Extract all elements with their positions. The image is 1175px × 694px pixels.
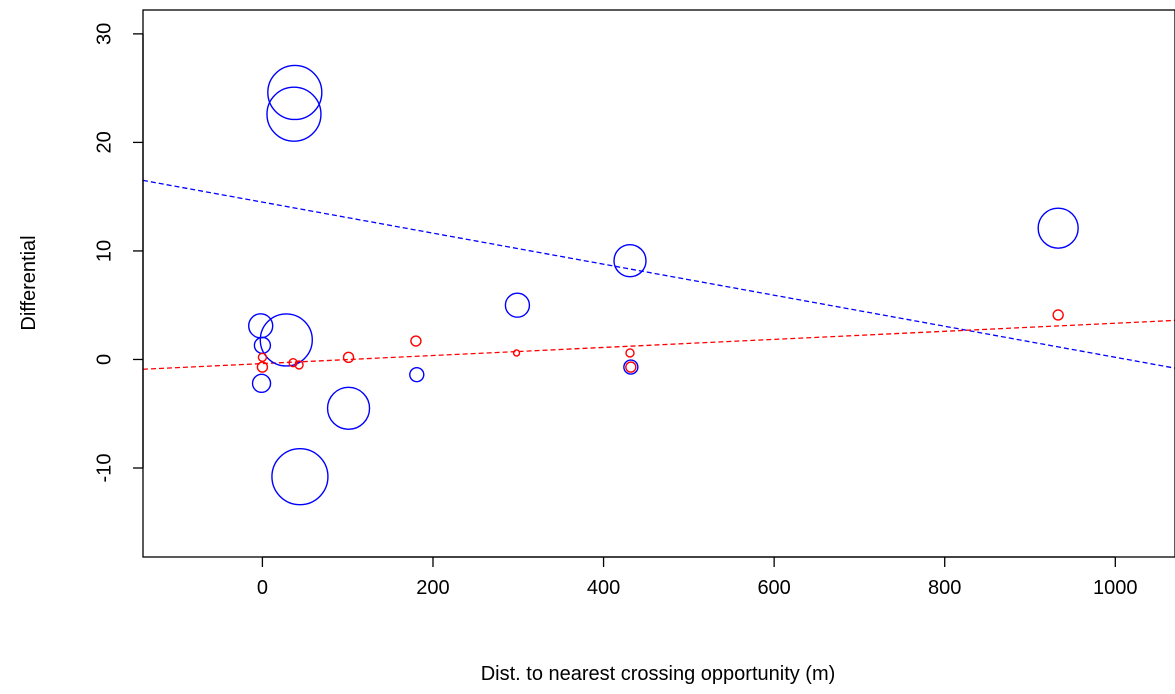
data-point-s2-5: [625, 348, 635, 358]
trendline-layer: [143, 179, 1175, 370]
data-point-s1-11: [409, 366, 425, 383]
data-point-s2-3: [342, 351, 355, 364]
x-tick-label: 0: [257, 577, 268, 599]
y-tick-label: -10: [93, 454, 115, 483]
data-point-s1-2: [266, 86, 322, 142]
data-point-s1-1: [267, 64, 323, 121]
data-point-s1-7: [259, 313, 313, 367]
data-point-s1-3: [1037, 207, 1079, 249]
y-tick-label: 0: [93, 354, 115, 365]
data-point-s2-7: [257, 352, 268, 363]
data-point-s2-10: [294, 360, 304, 370]
x-axis-label: Dist. to nearest crossing opportunity (m…: [481, 663, 836, 685]
data-point-s2-6: [625, 361, 637, 373]
data-point-s2-4: [512, 349, 521, 357]
data-point-s2-1: [1052, 309, 1064, 321]
x-tick-label: 1000: [1093, 577, 1138, 599]
y-tick-label: 10: [93, 240, 115, 262]
x-tick-label: 400: [587, 577, 620, 599]
y-tick-label: 30: [93, 23, 115, 45]
data-point-s2-2: [410, 335, 422, 347]
y-axis-label: Differential: [18, 235, 40, 330]
data-point-s1-12: [623, 359, 639, 375]
data-point-s1-13: [271, 447, 329, 506]
trendline-2: [143, 319, 1175, 370]
data-point-s1-10: [326, 386, 371, 431]
data-point-s1-4: [613, 244, 647, 278]
plot-frame: [142, 9, 1175, 558]
data-point-s1-5: [504, 292, 531, 318]
points-layer: [247, 64, 1079, 506]
data-point-s2-8: [256, 361, 269, 373]
trendline-1: [143, 179, 1175, 369]
axes: 0 200 400 600 800 1000 -10 0 10 20 30: [93, 23, 1137, 599]
x-tick-label: 800: [928, 577, 961, 599]
data-point-s2-9: [288, 358, 298, 368]
y-tick-label: 20: [93, 131, 115, 153]
x-tick-label: 600: [757, 577, 790, 599]
data-point-s1-9: [251, 373, 272, 394]
x-tick-label: 200: [416, 577, 449, 599]
